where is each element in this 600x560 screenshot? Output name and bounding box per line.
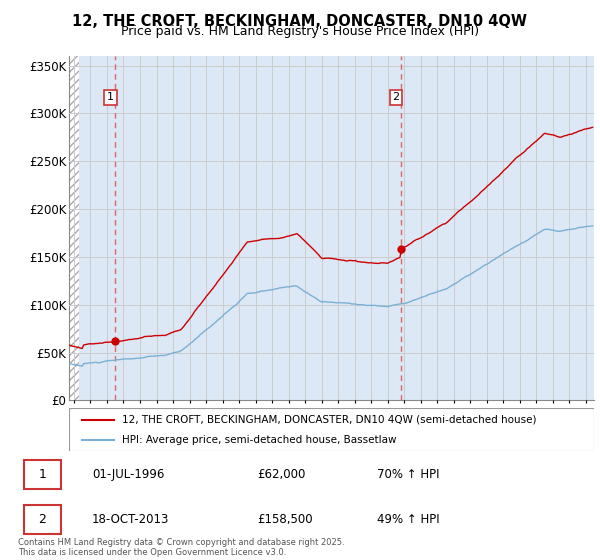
Text: 1: 1	[38, 468, 46, 481]
Text: 1: 1	[107, 92, 114, 102]
Text: 2: 2	[392, 92, 400, 102]
Bar	[69, 56, 79, 400]
Text: 12, THE CROFT, BECKINGHAM, DONCASTER, DN10 4QW: 12, THE CROFT, BECKINGHAM, DONCASTER, DN…	[73, 14, 527, 29]
Text: Contains HM Land Registry data © Crown copyright and database right 2025.
This d: Contains HM Land Registry data © Crown c…	[18, 538, 344, 557]
Text: £62,000: £62,000	[257, 468, 306, 481]
Text: 70% ↑ HPI: 70% ↑ HPI	[377, 468, 440, 481]
Text: 2: 2	[38, 513, 46, 526]
Text: 49% ↑ HPI: 49% ↑ HPI	[377, 513, 440, 526]
Text: Price paid vs. HM Land Registry's House Price Index (HPI): Price paid vs. HM Land Registry's House …	[121, 25, 479, 38]
Text: 12, THE CROFT, BECKINGHAM, DONCASTER, DN10 4QW (semi-detached house): 12, THE CROFT, BECKINGHAM, DONCASTER, DN…	[121, 415, 536, 424]
FancyBboxPatch shape	[69, 408, 594, 451]
Bar	[69, 56, 79, 400]
Text: 01-JUL-1996: 01-JUL-1996	[92, 468, 164, 481]
FancyBboxPatch shape	[24, 460, 61, 489]
Text: HPI: Average price, semi-detached house, Bassetlaw: HPI: Average price, semi-detached house,…	[121, 435, 396, 445]
Text: 18-OCT-2013: 18-OCT-2013	[92, 513, 169, 526]
Text: £158,500: £158,500	[257, 513, 313, 526]
FancyBboxPatch shape	[24, 505, 61, 534]
